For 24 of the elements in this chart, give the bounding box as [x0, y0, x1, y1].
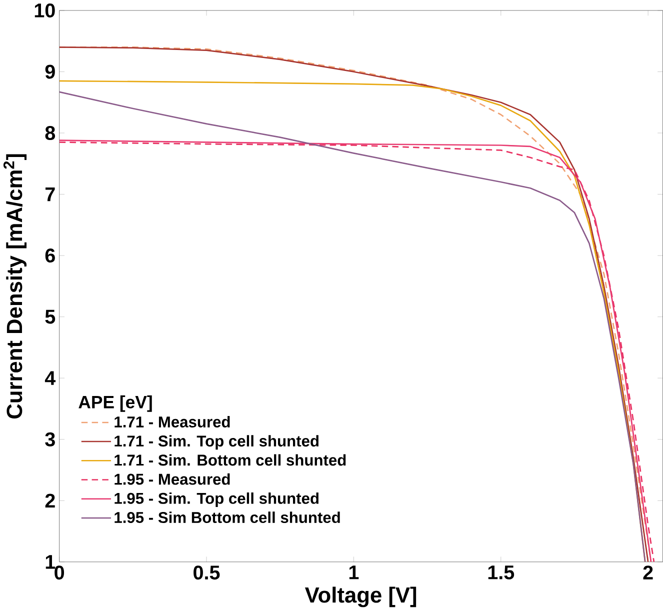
- legend-label: 1.71 - Measured: [114, 416, 230, 428]
- x-tick-label: 0.5: [194, 566, 220, 580]
- legend-label: 1.95 - Sim. Top cell shunted: [114, 492, 318, 508]
- x-axis-title: Voltage [V]: [304, 586, 416, 608]
- legend-label: 1.71 - Sim. Bottom cell shunted: [114, 454, 346, 466]
- legend-label: 1.95 - Sim Bottom cell shunted: [114, 512, 340, 524]
- y-tick-label: 7: [46, 188, 55, 202]
- y-tick-label: 6: [45, 248, 55, 263]
- y-tick-label: 1: [46, 555, 56, 569]
- x-tick-label: 0: [54, 566, 64, 580]
- y-tick-label: 4: [44, 371, 56, 386]
- x-tick-label: 2: [643, 566, 653, 580]
- legend-label: 1.71 - Sim. Top cell shunted: [114, 435, 318, 450]
- y-tick-label: 2: [45, 494, 55, 508]
- y-tick-label: 9: [45, 64, 55, 79]
- legend-label: 1.95 - Measured: [114, 474, 230, 485]
- y-tick-label: 3: [45, 432, 55, 447]
- y-tick-label: 5: [45, 310, 56, 324]
- x-tick-label: 1.5: [488, 566, 514, 580]
- x-tick-label: 1: [349, 566, 359, 580]
- y-axis-title: Current Density [mA/cm$^{2}$]: [3, 154, 27, 419]
- y-tick-label: 10: [34, 4, 55, 18]
- y-tick-label: 8: [45, 126, 56, 140]
- legend-title: APE [eV]: [78, 396, 152, 412]
